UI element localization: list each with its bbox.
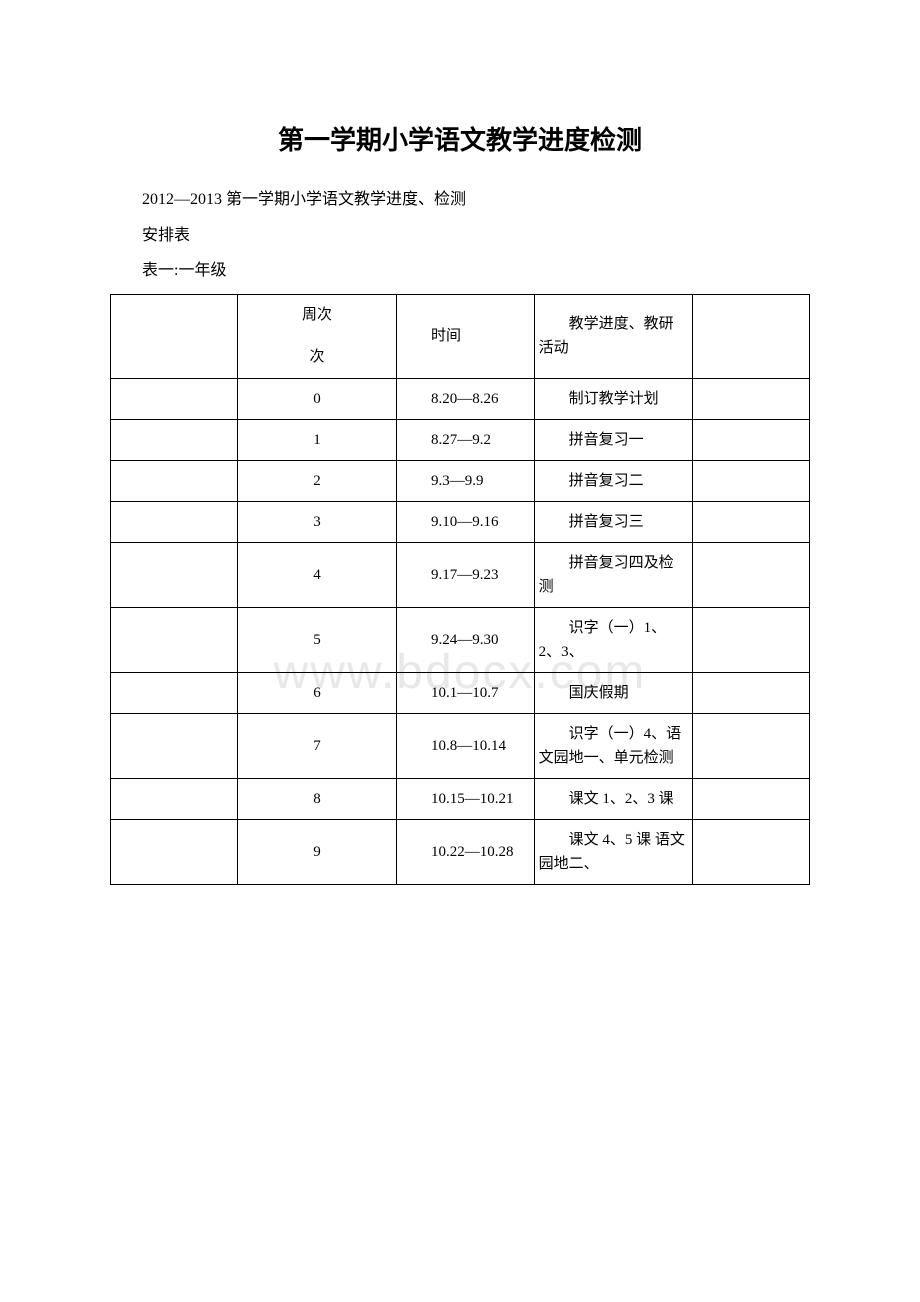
cell-content: 拼音复习四及检测 [534,542,693,607]
cell-empty [693,501,810,542]
cell-content: 拼音复习一 [534,419,693,460]
cell-week: 4 [238,542,397,607]
cell-empty [111,378,238,419]
page-title: 第一学期小学语文教学进度检测 [110,120,810,157]
cell-content: 拼音复习二 [534,460,693,501]
cell-content: 拼音复习三 [534,501,693,542]
cell-time: 9.17—9.23 [396,542,534,607]
cell-content: 识字（一）1、2、3、 [534,607,693,672]
cell-time: 10.1—10.7 [396,672,534,713]
cell-empty [693,819,810,884]
cell-time: 8.20—8.26 [396,378,534,419]
header-week-line2: 次 [310,349,325,365]
cell-empty [111,607,238,672]
table-row: 4 9.17—9.23 拼音复习四及检测 [111,542,810,607]
cell-content: 课文 1、2、3 课 [534,778,693,819]
header-col5 [693,294,810,378]
cell-empty [693,778,810,819]
header-col1 [111,294,238,378]
cell-week: 9 [238,819,397,884]
cell-week: 0 [238,378,397,419]
arrange-text: 安排表 [110,223,810,249]
cell-week: 3 [238,501,397,542]
table-row: 0 8.20—8.26 制订教学计划 [111,378,810,419]
cell-empty [693,419,810,460]
cell-time: 10.15—10.21 [396,778,534,819]
subtitle-text: 2012—2013 第一学期小学语文教学进度、检测 [110,187,810,213]
header-content: 教学进度、教研活动 [534,294,693,378]
table-row: 8 10.15—10.21 课文 1、2、3 课 [111,778,810,819]
cell-empty [111,713,238,778]
cell-empty [111,419,238,460]
table-wrapper: 周次 次 时间 教学进度、教研活动 0 8.20—8.26 制订教学计划 1 8… [110,294,810,885]
table-row: 7 10.8—10.14 识字（一）4、语文园地一、单元检测 [111,713,810,778]
cell-week: 1 [238,419,397,460]
cell-empty [693,460,810,501]
cell-content: 课文 4、5 课 语文园地二、 [534,819,693,884]
cell-empty [111,460,238,501]
cell-empty [693,713,810,778]
cell-empty [111,672,238,713]
table-row: 3 9.10—9.16 拼音复习三 [111,501,810,542]
cell-week: 2 [238,460,397,501]
schedule-table: 周次 次 时间 教学进度、教研活动 0 8.20—8.26 制订教学计划 1 8… [110,294,810,885]
cell-empty [111,778,238,819]
cell-empty [693,672,810,713]
cell-week: 5 [238,607,397,672]
cell-empty [693,378,810,419]
table-row: 5 9.24—9.30 识字（一）1、2、3、 [111,607,810,672]
cell-content: 制订教学计划 [534,378,693,419]
cell-time: 9.3—9.9 [396,460,534,501]
cell-time: 9.24—9.30 [396,607,534,672]
cell-time: 10.8—10.14 [396,713,534,778]
table-row: 2 9.3—9.9 拼音复习二 [111,460,810,501]
cell-empty [111,819,238,884]
cell-empty [111,501,238,542]
table-label: 表一:一年级 [110,258,810,284]
cell-empty [111,542,238,607]
cell-time: 8.27—9.2 [396,419,534,460]
cell-empty [693,542,810,607]
cell-time: 10.22—10.28 [396,819,534,884]
header-time: 时间 [396,294,534,378]
table-header-row: 周次 次 时间 教学进度、教研活动 [111,294,810,378]
table-row: 6 10.1—10.7 国庆假期 [111,672,810,713]
table-row: 1 8.27—9.2 拼音复习一 [111,419,810,460]
cell-time: 9.10—9.16 [396,501,534,542]
cell-content: 识字（一）4、语文园地一、单元检测 [534,713,693,778]
header-week-line1: 周次 [302,307,332,323]
cell-week: 6 [238,672,397,713]
cell-content: 国庆假期 [534,672,693,713]
cell-empty [693,607,810,672]
header-week: 周次 次 [238,294,397,378]
table-row: 9 10.22—10.28 课文 4、5 课 语文园地二、 [111,819,810,884]
cell-week: 7 [238,713,397,778]
cell-week: 8 [238,778,397,819]
